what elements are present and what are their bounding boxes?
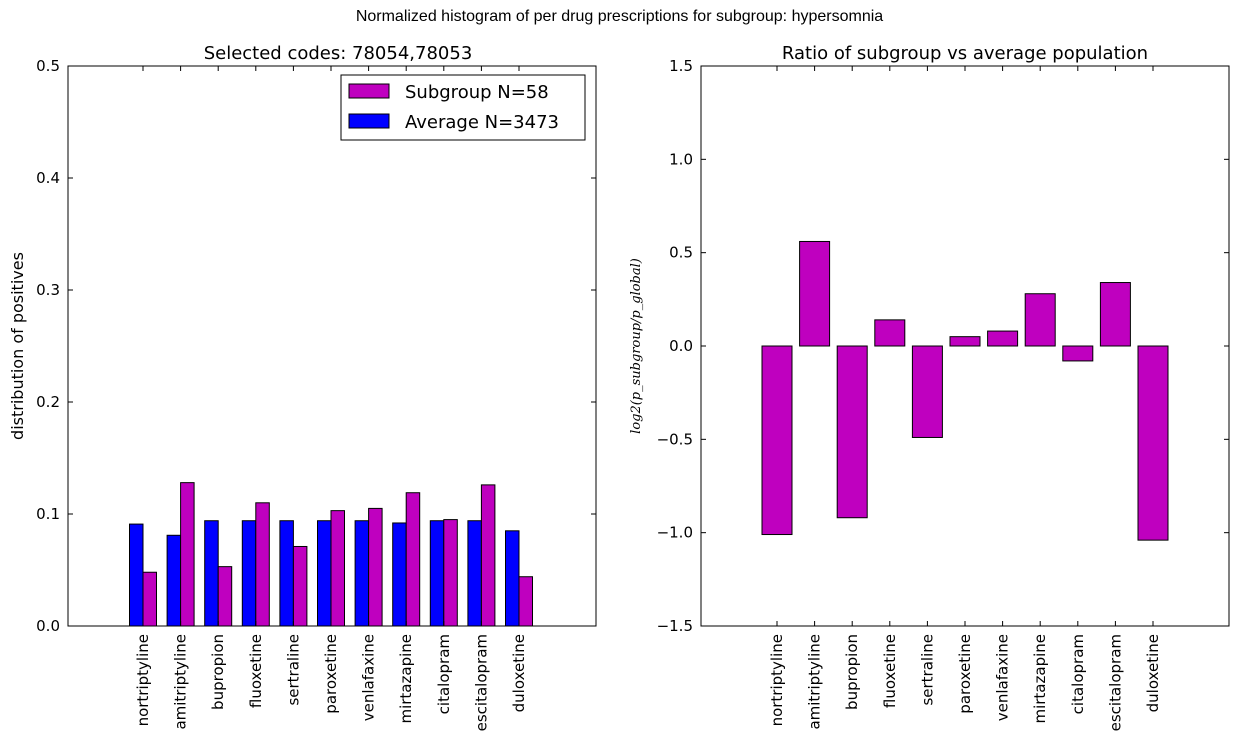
left-chart-bars — [129, 482, 533, 627]
x-tick-label-bupropion: bupropion — [843, 634, 861, 710]
y-tick-label: 0.0 — [669, 337, 693, 355]
y-tick-label: 0.5 — [36, 57, 60, 75]
bar-subgroup-venlafaxine — [368, 507, 383, 627]
left-plot-frame — [67, 65, 597, 627]
x-tick-label-venlafaxine: venlafaxine — [360, 634, 378, 721]
x-tick-label-duloxetine: duloxetine — [1144, 634, 1162, 712]
bar-average-duloxetine — [505, 530, 520, 627]
x-tick-label-amitriptyline: amitriptyline — [806, 634, 824, 730]
bar-ratio-venlafaxine — [987, 330, 1019, 347]
y-tick-label: 0.2 — [36, 393, 60, 411]
bar-subgroup-paroxetine — [330, 510, 345, 627]
y-tick-label: 0.4 — [36, 169, 60, 187]
x-tick-label-fluoxetine: fluoxetine — [247, 634, 265, 708]
bar-average-sertraline — [279, 520, 294, 627]
bar-ratio-amitriptyline — [799, 240, 831, 347]
bar-ratio-mirtazapine — [1024, 293, 1056, 347]
x-tick-label-nortriptyline: nortriptyline — [768, 634, 786, 726]
y-tick-label: 0.5 — [669, 244, 693, 262]
y-tick-label: 1.0 — [669, 150, 693, 168]
right-y-axis-label: log2(p_subgroup/p_global) — [629, 258, 644, 434]
legend-swatch-subgroup — [348, 83, 390, 99]
bar-subgroup-bupropion — [217, 566, 233, 627]
left-y-axis: 0.0 0.1 0.2 0.3 0.4 0.5 — [36, 57, 596, 635]
x-tick-label-escitalopram: escitalopram — [472, 634, 490, 731]
left-chart-title: Selected codes: 78054,78053 — [204, 43, 473, 64]
x-tick-label-mirtazapine: mirtazapine — [397, 634, 415, 724]
bar-average-nortriptyline — [129, 523, 144, 627]
x-tick-label-duloxetine: duloxetine — [510, 634, 528, 712]
x-tick-label-nortriptyline: nortriptyline — [134, 634, 152, 726]
bar-average-venlafaxine — [354, 520, 370, 627]
y-tick-label: −0.5 — [657, 430, 693, 448]
x-tick-label-paroxetine: paroxetine — [322, 634, 340, 714]
y-tick-label: 0.3 — [36, 281, 60, 299]
bar-ratio-sertraline — [911, 345, 943, 438]
legend-swatch-average — [348, 113, 390, 129]
x-tick-label-bupropion: bupropion — [209, 634, 227, 710]
right-x-axis: nortriptyline amitriptyline bupropion fluox… — [768, 66, 1162, 731]
legend-label-average: Average N=3473 — [405, 112, 559, 133]
right-chart-title: Ratio of subgroup vs average population — [782, 43, 1148, 64]
bar-ratio-bupropion — [836, 345, 868, 519]
bar-subgroup-sertraline — [292, 545, 308, 627]
bar-ratio-nortriptyline — [761, 345, 793, 536]
bar-ratio-escitalopram — [1099, 282, 1131, 347]
y-tick-label: 0.0 — [36, 617, 60, 635]
bar-average-escitalopram — [467, 520, 482, 627]
x-tick-label-venlafaxine: venlafaxine — [994, 634, 1012, 721]
y-tick-label: 1.5 — [669, 57, 693, 75]
bar-average-amitriptyline — [166, 534, 182, 627]
left-x-axis: nortriptyline amitriptyline bupropion fluox… — [134, 66, 528, 731]
x-tick-label-citalopram: citalopram — [435, 634, 453, 714]
bar-average-fluoxetine — [241, 520, 257, 627]
bar-subgroup-fluoxetine — [255, 502, 270, 627]
figure-suptitle: Normalized histogram of per drug prescri… — [355, 8, 884, 25]
x-tick-label-mirtazapine: mirtazapine — [1031, 634, 1049, 724]
bar-ratio-fluoxetine — [874, 319, 906, 347]
bar-average-mirtazapine — [392, 522, 407, 627]
right-chart-bars — [761, 240, 1169, 541]
bar-average-citalopram — [429, 520, 445, 627]
x-tick-label-amitriptyline: amitriptyline — [172, 634, 190, 730]
left-y-axis-label: distribution of positives — [8, 252, 27, 440]
bar-subgroup-citalopram — [443, 519, 458, 627]
y-tick-label: −1.0 — [657, 524, 693, 542]
bar-ratio-citalopram — [1062, 345, 1094, 362]
x-tick-label-paroxetine: paroxetine — [956, 634, 974, 714]
bar-ratio-paroxetine — [949, 336, 981, 347]
right-y-axis-label-text: log2(p_subgroup/p_global) — [629, 258, 644, 434]
x-tick-label-citalopram: citalopram — [1069, 634, 1087, 714]
bar-subgroup-nortriptyline — [142, 571, 157, 627]
x-tick-label-sertraline: sertraline — [918, 634, 936, 706]
legend-label-subgroup: Subgroup N=58 — [405, 82, 549, 103]
bar-ratio-duloxetine — [1137, 345, 1169, 541]
bar-average-paroxetine — [317, 520, 332, 627]
x-tick-label-sertraline: sertraline — [284, 634, 302, 706]
right-chart: Ratio of subgroup vs average population … — [629, 43, 1230, 731]
bar-subgroup-escitalopram — [480, 484, 496, 627]
y-tick-label: −1.5 — [657, 617, 693, 635]
bar-subgroup-amitriptyline — [180, 482, 195, 627]
bar-average-bupropion — [204, 520, 219, 627]
x-tick-label-fluoxetine: fluoxetine — [881, 634, 899, 708]
bar-subgroup-duloxetine — [518, 576, 533, 627]
right-y-axis: −1.5 −1.0 −0.5 0.0 0.5 1.0 1.5 — [657, 57, 1229, 635]
y-tick-label: 0.1 — [36, 505, 60, 523]
bar-subgroup-mirtazapine — [405, 492, 421, 627]
left-legend: Subgroup N=58 Average N=3473 — [340, 74, 586, 141]
x-tick-label-escitalopram: escitalopram — [1106, 634, 1124, 731]
left-chart: Selected codes: 78054,78053 0.0 0.1 0.2 0.3… — [8, 43, 597, 731]
